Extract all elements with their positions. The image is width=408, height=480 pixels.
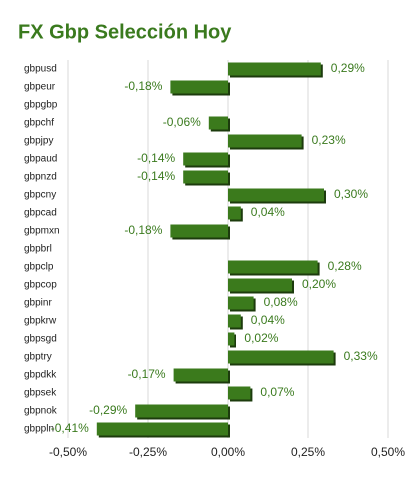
y-tick-label: gbpclp — [24, 262, 54, 273]
value-label: -0,18% — [124, 79, 162, 93]
bar — [228, 260, 318, 274]
x-tick-label: -0,25% — [129, 445, 167, 459]
value-label: -0,29% — [89, 403, 127, 417]
value-label: -0,41% — [51, 421, 89, 435]
value-label: 0,30% — [334, 187, 368, 201]
bar — [228, 332, 235, 346]
y-tick-label: gbpsek — [24, 388, 57, 399]
y-tick-label: gbpdkk — [24, 370, 57, 381]
bar — [208, 116, 228, 130]
bar — [173, 368, 228, 382]
bar — [183, 170, 228, 184]
y-tick-label: gbpinr — [24, 298, 52, 309]
value-label: -0,14% — [137, 151, 175, 165]
y-tick-label: gbpjpy — [24, 136, 53, 147]
bar — [228, 62, 321, 76]
y-tick-label: gbpnok — [24, 406, 58, 417]
y-tick-label: gbpcop — [24, 280, 57, 291]
y-tick-label: gbptry — [24, 352, 52, 363]
y-tick-label: gbpnzd — [24, 172, 57, 183]
value-label: 0,28% — [328, 259, 362, 273]
bar — [228, 134, 302, 148]
value-label: -0,14% — [137, 169, 175, 183]
x-tick-label: 0,25% — [291, 445, 325, 459]
y-tick-label: gbpmxn — [24, 226, 60, 237]
value-label: -0,18% — [124, 223, 162, 237]
value-label: 0,07% — [260, 385, 294, 399]
value-label: -0,17% — [128, 367, 166, 381]
y-tick-label: gbpusd — [24, 64, 57, 75]
value-label: 0,29% — [331, 61, 365, 75]
bar — [183, 152, 228, 166]
bar — [228, 314, 241, 328]
y-tick-label: gbppln — [24, 424, 54, 435]
y-tick-label: gbpkrw — [24, 316, 57, 327]
bar — [228, 278, 292, 292]
bar — [170, 80, 228, 94]
y-tick-label: gbpchf — [24, 118, 54, 129]
value-label: 0,02% — [244, 331, 278, 345]
bar — [135, 404, 228, 418]
value-label: 0,08% — [264, 295, 298, 309]
y-tick-label: gbpcny — [24, 190, 56, 201]
value-label: 0,23% — [312, 133, 346, 147]
bar — [228, 188, 324, 202]
x-tick-label: 0,50% — [371, 445, 405, 459]
value-label: 0,20% — [302, 277, 336, 291]
y-tick-label: gbpeur — [24, 82, 56, 93]
y-tick-label: gbpaud — [24, 154, 57, 165]
value-label: -0,06% — [163, 115, 201, 129]
x-tick-label: -0,50% — [49, 445, 87, 459]
y-tick-label: gbpbrl — [24, 244, 52, 255]
chart-title: FX Gbp Selección Hoy — [18, 21, 232, 43]
bar — [228, 350, 334, 364]
value-label: 0,04% — [251, 313, 285, 327]
y-tick-label: gbpcad — [24, 208, 57, 219]
bar — [228, 206, 241, 220]
value-label: 0,33% — [344, 349, 378, 363]
y-tick-label: gbpgbp — [24, 100, 58, 111]
bar — [96, 422, 228, 436]
bar — [228, 386, 251, 400]
y-tick-label: gbpsgd — [24, 334, 57, 345]
value-label: 0,04% — [251, 205, 285, 219]
bar — [170, 224, 228, 238]
x-tick-label: 0,00% — [211, 445, 245, 459]
bar — [228, 296, 254, 310]
